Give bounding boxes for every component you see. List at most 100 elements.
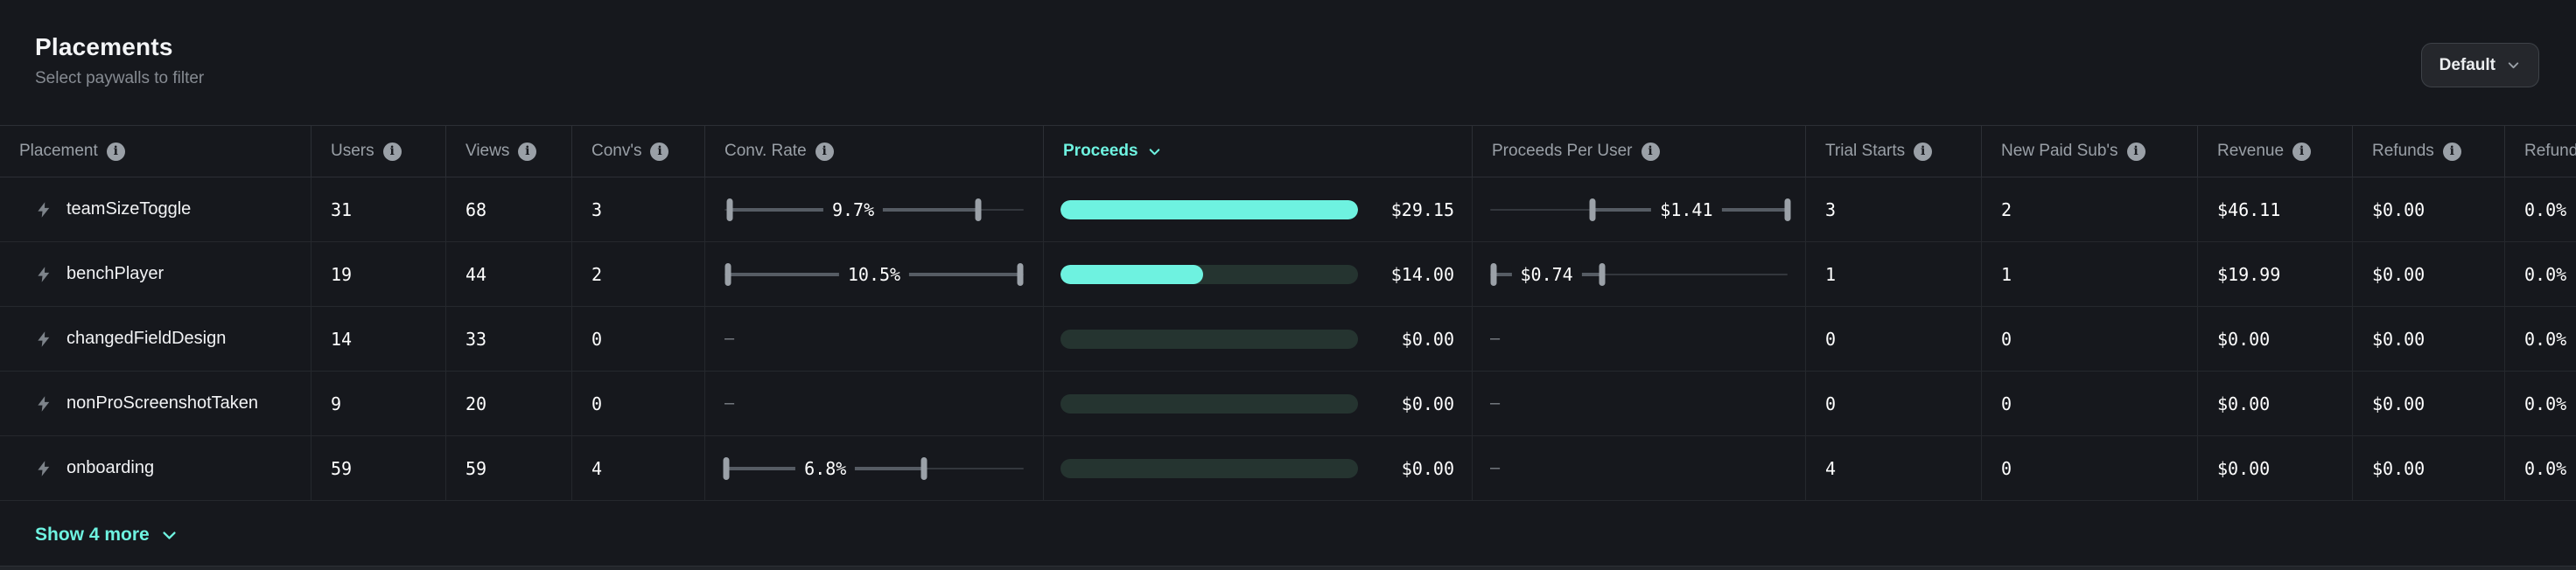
users-value: 31 — [331, 198, 353, 220]
proceeds-value: $29.15 — [1390, 198, 1454, 220]
range-marker-low — [724, 262, 732, 286]
trial-starts-value: 4 — [1825, 457, 1837, 479]
column-header-proceeds_per_user[interactable]: Proceeds Per User i — [1473, 126, 1806, 177]
range-marker-low — [723, 456, 730, 480]
revenue-cell: $0.00 — [2198, 372, 2353, 435]
table-row[interactable]: teamSizeToggle 31 68 3 9.7% $29.15 $1.41… — [0, 177, 2576, 242]
range-indicator: 9.7% — [724, 197, 1024, 223]
placement-cell[interactable]: changedFieldDesign — [0, 307, 312, 371]
column-header-conv_rate[interactable]: Conv. Rate i — [705, 126, 1044, 177]
column-header-label: Views — [466, 142, 510, 160]
info-icon[interactable]: i — [382, 142, 402, 161]
new-paid-subs-cell: 2 — [1982, 177, 2198, 241]
column-header-label: Placement — [19, 142, 98, 160]
column-header-convs[interactable]: Conv's i — [572, 126, 705, 177]
revenue-cell: $46.11 — [2198, 177, 2353, 241]
placement-cell[interactable]: benchPlayer — [0, 242, 312, 306]
table-row[interactable]: benchPlayer 19 44 2 10.5% $14.00 $0.74 1… — [0, 242, 2576, 307]
range-marker-low — [1589, 198, 1596, 221]
lightning-bolt-icon — [35, 458, 52, 479]
column-header-label: Refund Rate — [2524, 142, 2576, 160]
trial-starts-cell: 0 — [1806, 307, 1982, 371]
column-header-trial_starts[interactable]: Trial Starts i — [1806, 126, 1982, 177]
new-paid-subs-cell: 1 — [1982, 242, 2198, 306]
refunds-cell: $0.00 — [2353, 177, 2505, 241]
views-value: 59 — [466, 457, 487, 479]
table-row[interactable]: nonProScreenshotTaken 9 20 0 – $0.00 – 0… — [0, 372, 2576, 436]
placement-cell[interactable]: nonProScreenshotTaken — [0, 372, 312, 435]
column-header-new_paid_subs[interactable]: New Paid Sub's i — [1982, 126, 2198, 177]
convs-cell: 0 — [572, 372, 705, 435]
proceeds-per-user-cell: – — [1473, 436, 1806, 500]
sort-chevron-down-icon — [1147, 144, 1162, 159]
refunds-cell: $0.00 — [2353, 242, 2505, 306]
range-value: $0.74 — [1511, 263, 1582, 285]
info-icon[interactable]: i — [1641, 142, 1660, 161]
chevron-down-icon — [161, 527, 178, 544]
trial-starts-value: 0 — [1825, 393, 1837, 414]
proceeds-value: $0.00 — [1401, 457, 1454, 479]
users-cell: 9 — [312, 372, 446, 435]
column-header-label: Refunds — [2372, 142, 2434, 160]
placement-cell[interactable]: onboarding — [0, 436, 312, 500]
range-marker-high — [920, 456, 928, 480]
trial-starts-cell: 3 — [1806, 177, 1982, 241]
range-value: $1.41 — [1651, 198, 1722, 220]
info-icon[interactable]: i — [518, 142, 537, 161]
proceeds-per-user-cell: – — [1473, 307, 1806, 371]
proceeds-per-user-cell: $1.41 — [1473, 177, 1806, 241]
placement-name: nonProScreenshotTaken — [66, 393, 259, 413]
info-icon[interactable]: i — [2442, 142, 2461, 161]
column-header-label: Conv. Rate — [724, 142, 807, 160]
table-header-row: Placement i Users i Views i Conv's i Con… — [0, 125, 2576, 177]
conv-rate-cell: 6.8% — [705, 436, 1044, 500]
range-value: 10.5% — [838, 263, 910, 285]
column-header-users[interactable]: Users i — [312, 126, 446, 177]
users-cell: 14 — [312, 307, 446, 371]
convs-cell: 0 — [572, 307, 705, 371]
next-card-top-edge — [0, 566, 2576, 570]
lightning-bolt-icon — [35, 199, 52, 220]
column-header-refund_rate[interactable]: Refund Rate i — [2505, 126, 2576, 177]
column-header-views[interactable]: Views i — [446, 126, 572, 177]
range-indicator: 6.8% — [723, 455, 1024, 482]
column-header-label: Proceeds Per User — [1492, 142, 1633, 160]
column-header-revenue[interactable]: Revenue i — [2198, 126, 2353, 177]
preset-dropdown-label: Default — [2439, 55, 2496, 74]
info-icon[interactable]: i — [815, 142, 834, 161]
column-header-label: Conv's — [592, 142, 642, 160]
new-paid-subs-cell: 0 — [1982, 436, 2198, 500]
users-value: 9 — [331, 393, 342, 414]
refund-rate-value: 0.0% — [2524, 263, 2567, 285]
lightning-bolt-icon — [35, 393, 52, 414]
table-row[interactable]: changedFieldDesign 14 33 0 – $0.00 – 0 0… — [0, 307, 2576, 372]
proceeds-cell: $0.00 — [1044, 436, 1473, 500]
placement-cell[interactable]: teamSizeToggle — [0, 177, 312, 241]
preset-dropdown-button[interactable]: Default — [2420, 43, 2539, 87]
revenue-cell: $19.99 — [2198, 242, 2353, 306]
column-header-refunds[interactable]: Refunds i — [2353, 126, 2505, 177]
revenue-value: $46.11 — [2217, 198, 2281, 220]
table-row[interactable]: onboarding 59 59 4 6.8% $0.00 – 4 0 $0.0… — [0, 436, 2576, 501]
column-header-proceeds[interactable]: Proceeds — [1044, 126, 1473, 177]
info-icon[interactable]: i — [106, 142, 125, 161]
refund-rate-cell: 0.0% — [2505, 436, 2576, 500]
show-more-button[interactable]: Show 4 more — [35, 525, 178, 546]
proceeds-bar-track — [1060, 199, 1358, 219]
revenue-value: $0.00 — [2217, 328, 2271, 350]
trial-starts-value: 3 — [1825, 198, 1837, 220]
info-icon[interactable]: i — [2292, 142, 2312, 161]
refund-rate-value: 0.0% — [2524, 198, 2567, 220]
refunds-value: $0.00 — [2372, 393, 2426, 414]
revenue-value: $19.99 — [2217, 263, 2281, 285]
info-icon[interactable]: i — [1914, 142, 1933, 161]
views-cell: 33 — [446, 307, 572, 371]
column-header-label: Proceeds — [1063, 142, 1138, 160]
info-icon[interactable]: i — [650, 142, 669, 161]
new-paid-subs-value: 0 — [2001, 457, 2012, 479]
users-cell: 59 — [312, 436, 446, 500]
column-header-placement[interactable]: Placement i — [0, 126, 312, 177]
page-title: Placements — [35, 33, 173, 60]
range-indicator: $0.74 — [1490, 261, 1788, 288]
info-icon[interactable]: i — [2126, 142, 2146, 161]
